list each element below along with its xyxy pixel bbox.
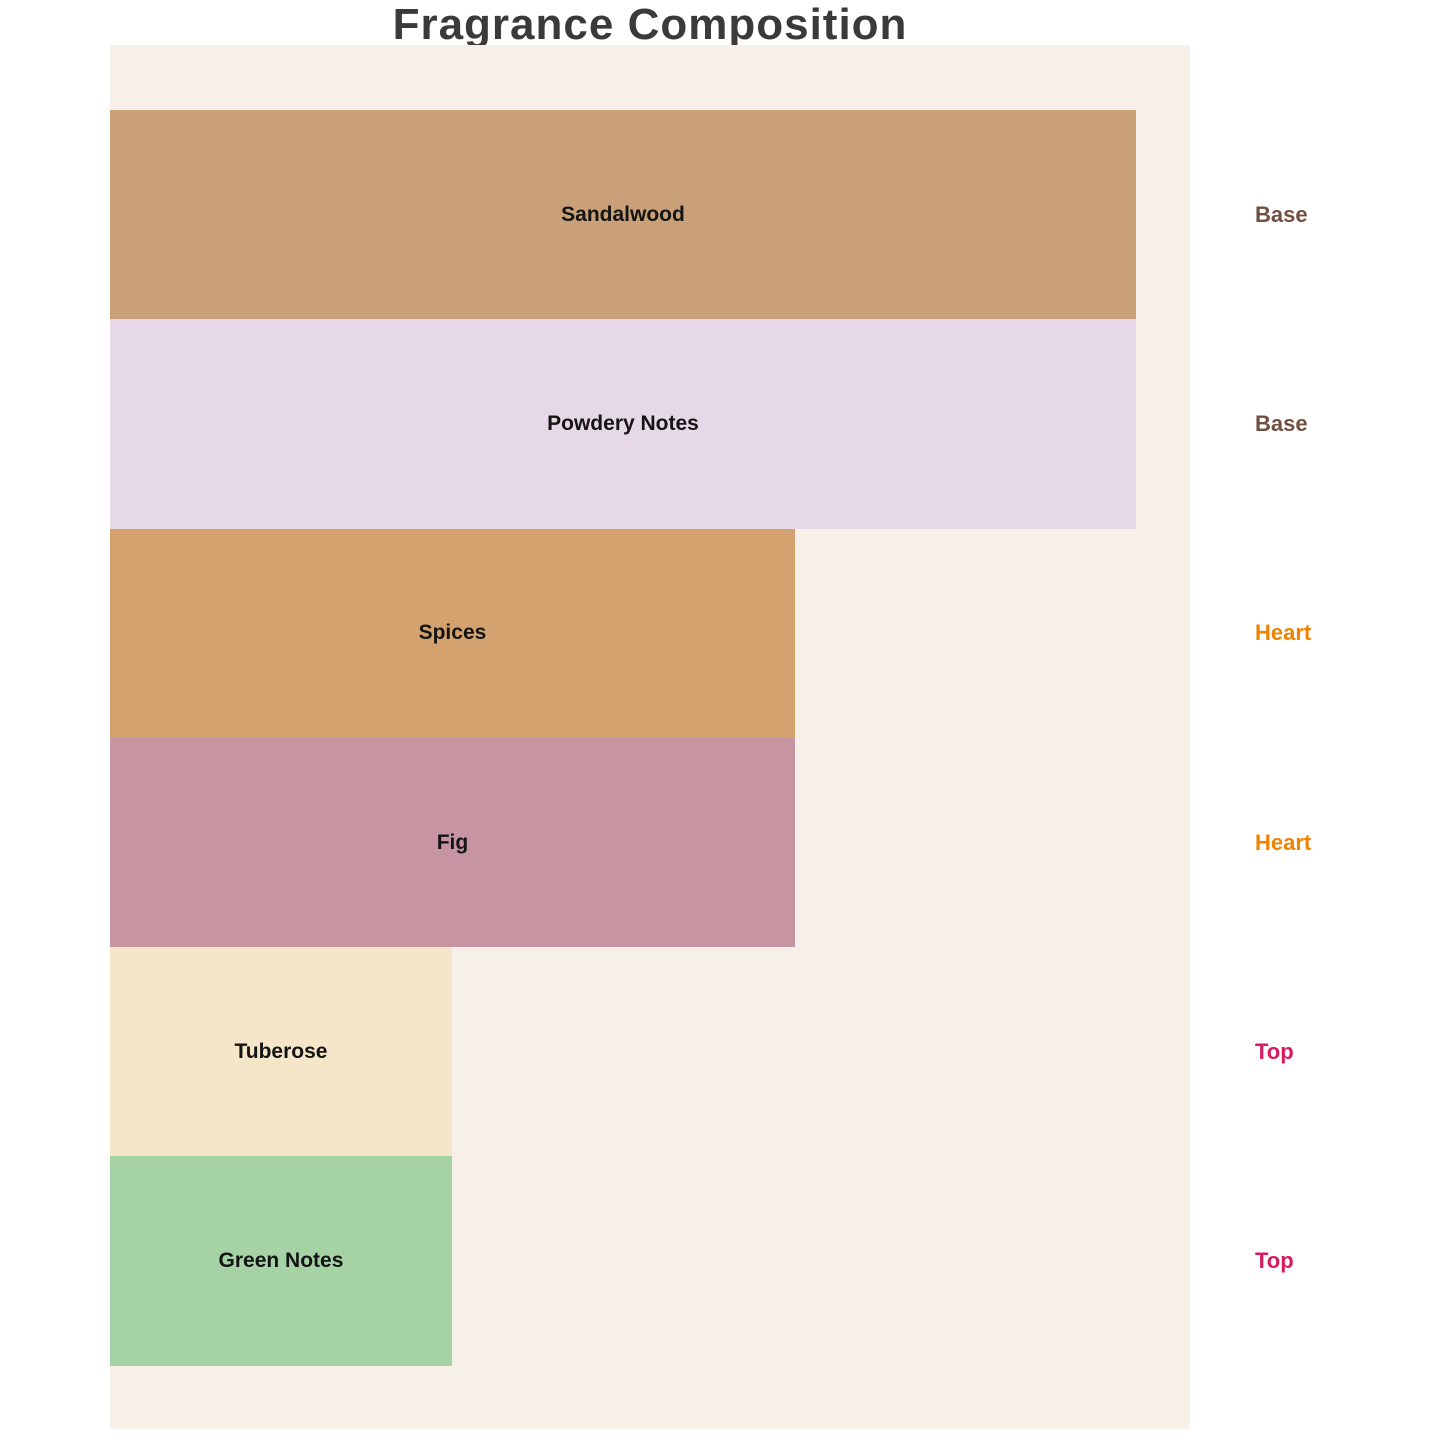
stage-row: Top (1255, 947, 1311, 1156)
bar-row: Fig (110, 737, 1190, 948)
bar-label-powdery-notes: Powdery Notes (547, 411, 699, 435)
bar-label-fig: Fig (436, 830, 469, 854)
bar-spices: Spices (110, 528, 795, 738)
bar-fig: Fig (110, 737, 795, 948)
bar-row: Powdery Notes (110, 319, 1190, 529)
stage-label-top-2: Top (1255, 1248, 1294, 1274)
stage-row: Heart (1255, 738, 1311, 947)
stage-labels-column: Base Base Heart Heart Top Top (1255, 110, 1311, 1366)
bar-tuberose: Tuberose (110, 947, 452, 1157)
stage-label-heart-1: Heart (1255, 620, 1312, 646)
bar-row: Tuberose (110, 947, 1190, 1157)
stage-label-base-1: Base (1255, 201, 1308, 227)
chart-title: Fragrance Composition (392, 0, 908, 49)
stage-label-top-1: Top (1255, 1038, 1294, 1064)
bar-label-sandalwood: Sandalwood (561, 202, 685, 226)
bar-green-notes: Green Notes (110, 1156, 452, 1366)
bar-label-green-notes: Green Notes (218, 1249, 344, 1273)
bar-sandalwood: Sandalwood (110, 110, 1136, 320)
stage-label-base-2: Base (1255, 410, 1308, 436)
bar-label-tuberose: Tuberose (234, 1039, 328, 1063)
stage-row: Top (1255, 1156, 1311, 1365)
bar-label-spices: Spices (418, 621, 487, 645)
stage-row: Base (1255, 110, 1311, 319)
stage-row: Heart (1255, 529, 1311, 738)
bar-powdery-notes: Powdery Notes (110, 319, 1136, 529)
bar-row: Green Notes (110, 1156, 1190, 1366)
stage-label-heart-2: Heart (1255, 829, 1312, 855)
bars-container: Sandalwood Powdery Notes Spices Fig Tube… (110, 110, 1190, 1366)
stage-row: Base (1255, 319, 1311, 528)
bar-row: Sandalwood (110, 110, 1190, 320)
bar-row: Spices (110, 528, 1190, 738)
